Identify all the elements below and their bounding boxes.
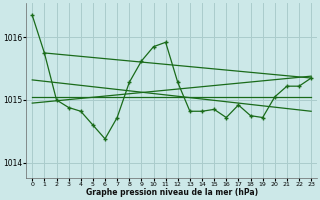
X-axis label: Graphe pression niveau de la mer (hPa): Graphe pression niveau de la mer (hPa) [86,188,258,197]
